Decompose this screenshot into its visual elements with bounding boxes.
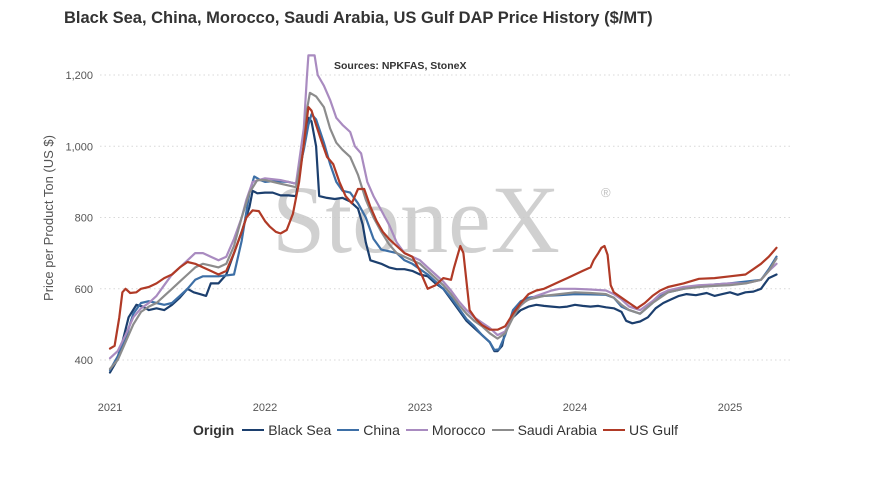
legend-label: Morocco bbox=[431, 422, 486, 438]
legend-swatch bbox=[337, 428, 360, 432]
legend-swatch bbox=[405, 428, 428, 432]
y-tick-label: 1,200 bbox=[65, 70, 93, 82]
stonex-watermark: StoneX ® bbox=[272, 166, 611, 273]
legend: Origin Black Sea China Morocco Saudi Arabia… bbox=[0, 422, 877, 438]
y-tick-label: 600 bbox=[75, 284, 93, 296]
series-line-morocco bbox=[108, 54, 778, 360]
series-lines bbox=[108, 54, 778, 374]
legend-label: Black Sea bbox=[268, 422, 332, 438]
y-tick-label: 400 bbox=[75, 355, 93, 367]
legend-label: US Gulf bbox=[628, 422, 678, 438]
legend-item-saudi-arabia[interactable]: Saudi Arabia bbox=[491, 422, 597, 438]
source-note: Sources: NPKFAS, StoneX bbox=[334, 60, 466, 72]
legend-title: Origin bbox=[193, 422, 235, 438]
legend-item-us-gulf[interactable]: US Gulf bbox=[602, 422, 678, 438]
x-tick-label: 2024 bbox=[563, 402, 587, 414]
legend-swatch bbox=[491, 428, 514, 432]
legend-item-china[interactable]: China bbox=[337, 422, 400, 438]
legend-label: Saudi Arabia bbox=[517, 422, 597, 438]
y-axis-title: Price per Product Ton (US $) bbox=[41, 135, 56, 301]
y-axis-ticks: 400 600 800 1,000 1,200 bbox=[65, 70, 93, 367]
y-tick-label: 800 bbox=[75, 213, 93, 225]
series-line-saudi-arabia bbox=[108, 91, 778, 370]
legend-item-morocco[interactable]: Morocco bbox=[405, 422, 486, 438]
x-tick-label: 2023 bbox=[408, 402, 432, 414]
series-line-black-sea bbox=[108, 116, 778, 374]
legend-swatch bbox=[242, 428, 265, 432]
legend-swatch bbox=[602, 428, 625, 432]
watermark-registered-mark: ® bbox=[601, 185, 611, 200]
x-tick-label: 2025 bbox=[718, 402, 742, 414]
x-tick-label: 2021 bbox=[98, 402, 122, 414]
series-line-us-gulf bbox=[108, 105, 778, 350]
x-tick-label: 2022 bbox=[253, 402, 277, 414]
chart-title: Black Sea, China, Morocco, Saudi Arabia,… bbox=[64, 9, 653, 27]
watermark-text: StoneX bbox=[272, 166, 560, 273]
y-tick-label: 1,000 bbox=[65, 141, 93, 153]
x-axis-ticks: 2021 2022 2023 2024 2025 bbox=[98, 402, 742, 414]
legend-item-black-sea[interactable]: Black Sea bbox=[242, 422, 331, 438]
legend-label: China bbox=[363, 422, 400, 438]
